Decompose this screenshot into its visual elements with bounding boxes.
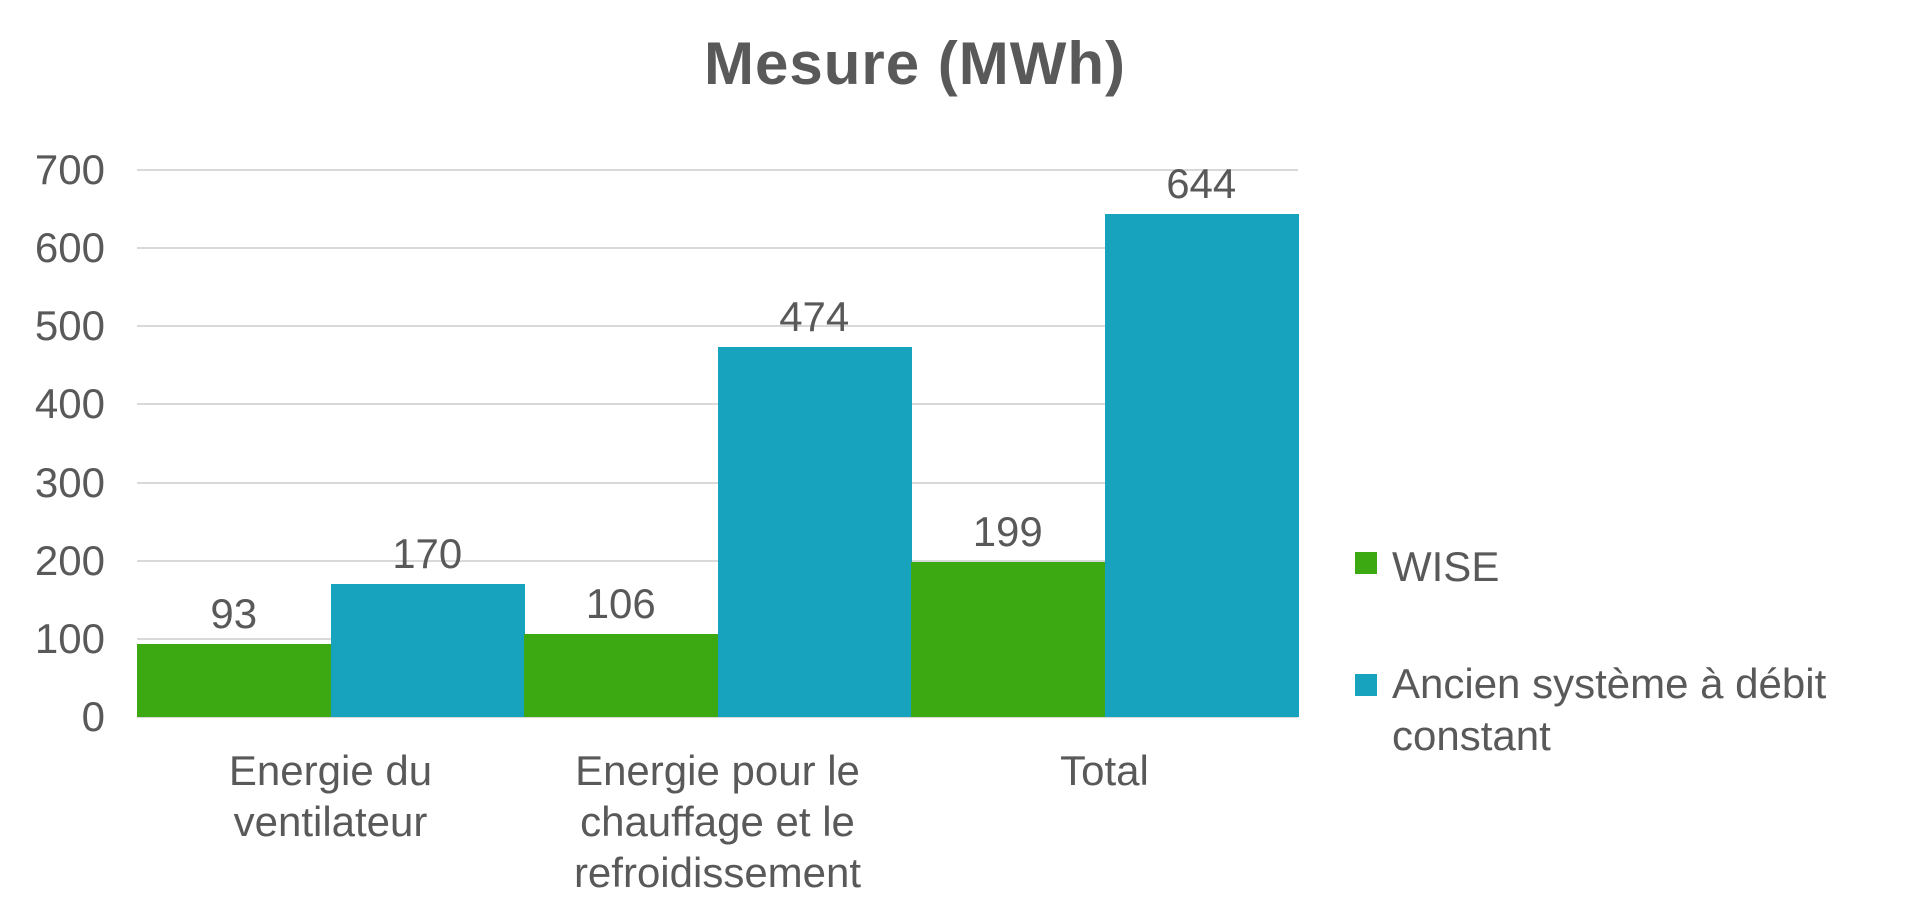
legend: WISE Ancien système à débit constant — [1355, 0, 1915, 924]
bar-ancien-group2 — [717, 346, 912, 717]
legend-entry-ancien: Ancien système à débit constant — [1355, 658, 1892, 762]
bar-value-label: 474 — [779, 292, 850, 340]
bar-wise-group2 — [524, 634, 718, 717]
category-label-3: Total — [1060, 747, 1149, 794]
y-tick-label-100: 100 — [34, 614, 105, 662]
y-tick-label-700: 700 — [34, 146, 105, 193]
gridline-500 — [137, 325, 1298, 328]
gridline-700 — [137, 169, 1298, 171]
chart-title: Mesure (MWh) — [704, 30, 1126, 97]
bar-value-label: 170 — [392, 530, 463, 578]
bar-ancien-group3 — [1104, 213, 1299, 717]
gridline-600 — [137, 247, 1298, 250]
bar-value-label: 644 — [1166, 159, 1237, 207]
plot-area: 93 170 106 474 199 644 — [137, 160, 1299, 718]
y-tick-label-0: 0 — [81, 693, 105, 740]
legend-label-wise: WISE — [1392, 543, 1500, 590]
category-label-2: Energie pour le chauffage et le refroidi… — [573, 747, 862, 896]
category-label-1: Energie du ventilateur — [228, 747, 433, 845]
y-axis: 700 600 500 400 300 200 100 0 — [0, 147, 105, 740]
legend-label-ancien: Ancien système à débit constant — [1392, 660, 1827, 759]
bar-wise-group1 — [137, 644, 331, 717]
y-tick-label-500: 500 — [34, 302, 105, 350]
bar-value-label: 93 — [210, 590, 258, 638]
legend-entry-wise: WISE — [1355, 541, 1499, 593]
bar-ancien-group1 — [330, 584, 525, 717]
bar-value-label: 106 — [585, 580, 656, 628]
y-tick-label-200: 200 — [34, 536, 105, 584]
x-axis: Energie du ventilateur Energie pour le ch… — [137, 745, 1298, 915]
legend-swatch-ancien — [1355, 674, 1377, 696]
legend-swatch-wise — [1355, 552, 1377, 574]
y-tick-label-300: 300 — [34, 458, 105, 506]
y-tick-label-600: 600 — [34, 224, 105, 272]
bar-wise-group3 — [911, 561, 1105, 717]
gridline-0 — [137, 716, 1298, 718]
y-tick-label-400: 400 — [34, 380, 105, 428]
bar-value-label: 199 — [972, 507, 1043, 555]
